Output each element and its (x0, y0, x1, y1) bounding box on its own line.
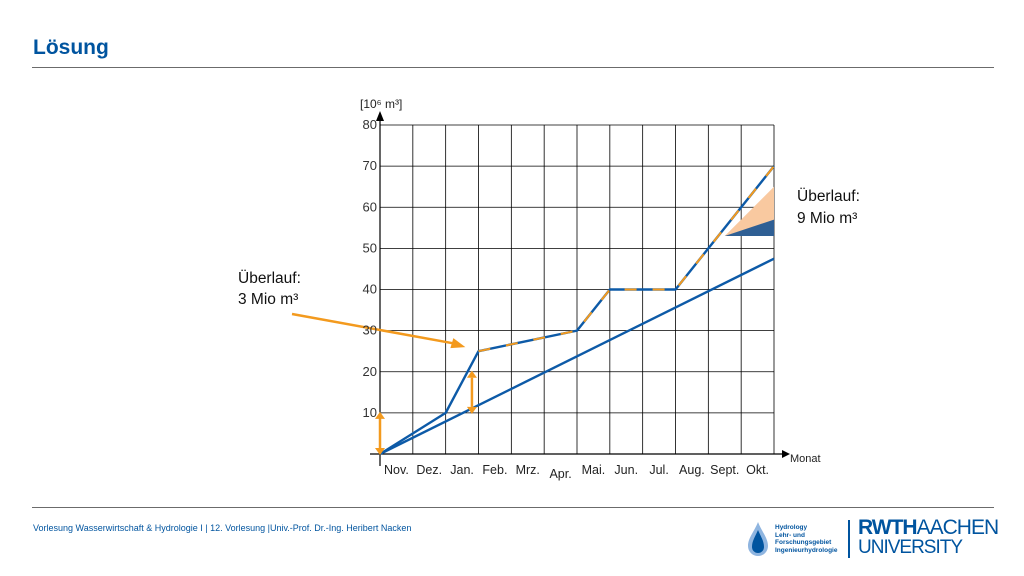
x-tick-label: Okt. (746, 463, 769, 477)
y-tick-label: 60 (363, 199, 377, 214)
page-title: Lösung (33, 36, 109, 59)
hydro-line: Forschungsgebiet (775, 539, 832, 547)
hydrology-logo-text: Hydrology Lehr- und Forschungsgebiet Ing… (775, 524, 837, 554)
annotation-pointer-head (450, 338, 466, 349)
x-axis-arrowhead (782, 450, 790, 458)
y-tick-label: 40 (363, 282, 377, 297)
y-axis-unit: [10⁶ m³] (360, 97, 402, 111)
x-axis-label: Monat (790, 453, 821, 465)
x-tick-label: Mai. (582, 463, 606, 477)
x-tick-label: Dez. (416, 463, 442, 477)
annotation-overflow-1-line2: 3 Mio m³ (238, 291, 298, 308)
annotation-pointer (291, 312, 458, 346)
hydrology-logo-icon (748, 522, 768, 556)
hydro-line: Ingenieurhydrologie (775, 546, 838, 554)
rwth-logo-part: UNIVERSITY (858, 537, 963, 558)
logo-separator (848, 520, 850, 558)
x-tick-label: Jul. (649, 463, 668, 477)
y-tick-label: 70 (363, 158, 377, 173)
x-tick-label: Apr. (549, 467, 571, 481)
x-tick-label: Aug. (679, 463, 705, 477)
series-line-0 (379, 257, 775, 456)
storage-arrowhead (466, 406, 477, 414)
storage-arrowhead (375, 411, 385, 419)
storage-arrowhead (375, 448, 385, 455)
y-tick-label: 80 (363, 117, 377, 132)
x-tick-label: Jun. (614, 463, 638, 477)
header-divider (32, 67, 994, 68)
y-tick-label: 50 (363, 240, 377, 255)
y-axis-arrowhead (376, 111, 384, 121)
y-tick-label: 10 (363, 405, 377, 420)
annotation-overflow-2-line2: 9 Mio m³ (797, 210, 857, 227)
series-line-1 (379, 165, 775, 456)
overflow-wedge (724, 186, 774, 237)
x-tick-label: Jan. (450, 463, 474, 477)
footer-divider (32, 507, 994, 508)
y-tick-label: 30 (363, 323, 377, 338)
rwth-logo-part: RWTH (858, 516, 918, 539)
footer-text: Vorlesung Wasserwirtschaft & Hydrologie … (33, 523, 412, 533)
rwth-logo-part: AACHEN (916, 516, 1000, 539)
chart-grid (370, 111, 790, 466)
x-tick-label: Sept. (710, 463, 739, 477)
series-line-2 (478, 165, 775, 353)
x-tick-label: Nov. (384, 463, 409, 477)
chart-arrows (291, 312, 477, 455)
x-tick-label: Feb. (482, 463, 507, 477)
overflow-wedge-dark (724, 219, 774, 237)
chart-labels: 10 20 30 40 50 60 70 80 [10⁶ m³] Nov. Dez. Jan. Feb.… (238, 97, 860, 481)
chart-series (379, 165, 775, 456)
storage-arrowhead (466, 370, 477, 378)
hydro-line: Hydrology (775, 524, 808, 531)
annotation-overflow-1-line1: Überlauf: (238, 269, 301, 287)
hydro-line: Lehr- und (775, 531, 805, 539)
annotation-overflow-2-line1: Überlauf: (797, 187, 860, 205)
rwth-logo: RWTHAACHEN UNIVERSITY (858, 516, 1000, 558)
x-tick-label: Mrz. (516, 463, 540, 477)
y-tick-label: 20 (363, 364, 377, 379)
